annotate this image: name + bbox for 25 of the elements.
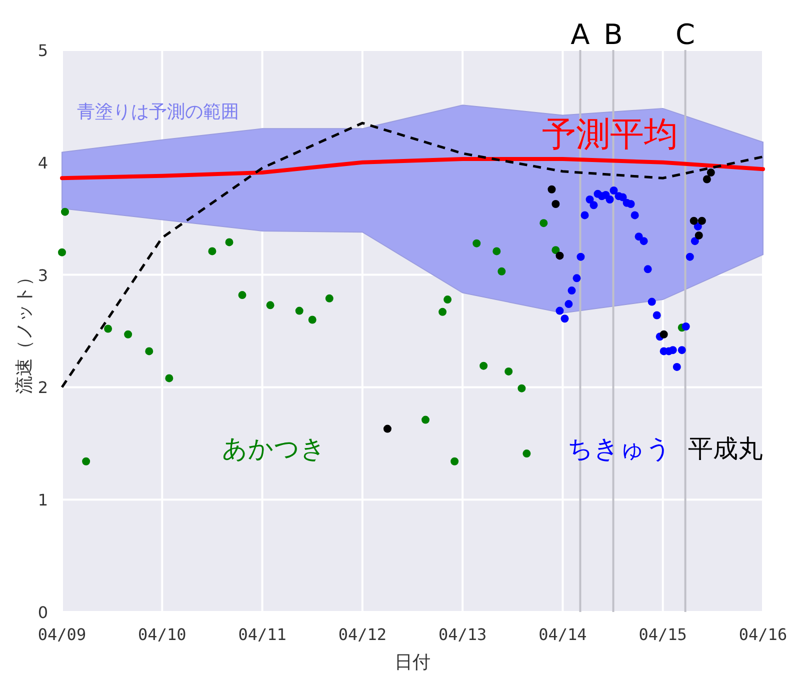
line-series	[60, 157, 765, 180]
x-axis-title: 日付	[394, 652, 430, 673]
ref-line-label: B	[604, 18, 623, 51]
y-tick-label: 5	[38, 41, 48, 60]
y-tick-label: 1	[38, 490, 48, 510]
text: ちきゅう	[568, 434, 672, 463]
x-tick-label: 04/13	[438, 625, 487, 644]
y-tick-label: 3	[38, 266, 48, 285]
y-tick-label: 0	[38, 603, 48, 622]
series-label: 予測平均	[542, 114, 678, 155]
annotation: 青塗りは予測の範囲	[77, 101, 240, 122]
x-tick-label: 04/14	[538, 625, 587, 644]
x-tick-label: 04/09	[38, 625, 86, 644]
x-tick-label: 04/11	[238, 625, 286, 644]
text: あかつき	[222, 434, 326, 463]
ref-line-label: A	[570, 18, 590, 51]
ref-line-label: C	[676, 18, 696, 51]
x-tick-label: 04/10	[138, 625, 186, 644]
x-tick-label: 04/12	[338, 625, 387, 644]
x-tick-label: 04/16	[738, 625, 788, 644]
y-tick-label: 4	[38, 153, 48, 172]
y-tick-label: 2	[38, 378, 48, 398]
y-axis-title: 流速（ノット）	[14, 268, 35, 394]
text: 平成丸	[688, 434, 763, 463]
x-tick-label: 04/15	[638, 625, 687, 644]
